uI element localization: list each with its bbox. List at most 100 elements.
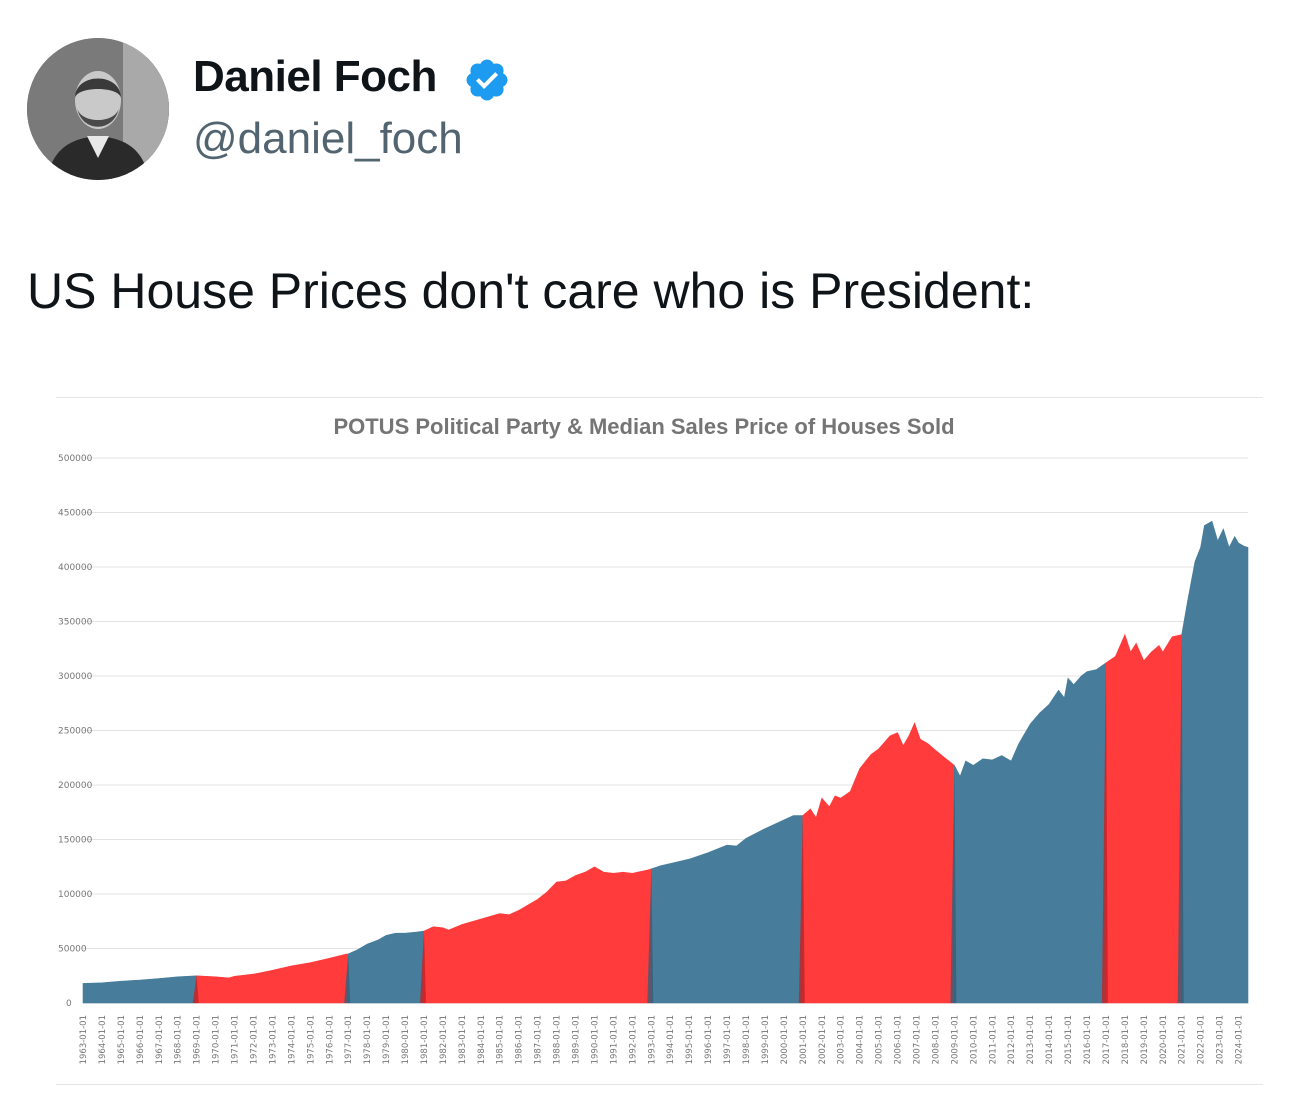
x-tick-label: 2005-01-01: [875, 1015, 885, 1064]
x-tick-label: 1965-01-01: [117, 1015, 127, 1064]
x-tick-label: 1975-01-01: [306, 1015, 316, 1064]
x-tick-label: 1987-01-01: [534, 1015, 544, 1064]
x-tick-label: 2015-01-01: [1064, 1015, 1074, 1064]
x-tick-label: 1989-01-01: [572, 1015, 582, 1064]
x-tick-label: 2016-01-01: [1083, 1015, 1093, 1064]
avatar-photo: [27, 38, 169, 180]
x-tick-label: 1980-01-01: [401, 1015, 411, 1064]
x-tick-label: 1999-01-01: [761, 1015, 771, 1064]
x-tick-label: 2002-01-01: [818, 1015, 828, 1064]
y-tick-label: 250000: [58, 727, 93, 737]
y-tick-label: 50000: [58, 945, 87, 955]
x-tick-label: 2007-01-01: [913, 1015, 923, 1064]
y-tick-label: 400000: [58, 563, 93, 573]
y-tick-label: 300000: [58, 672, 93, 682]
x-tick-label: 1995-01-01: [685, 1015, 695, 1064]
x-tick-label: 1981-01-01: [420, 1015, 430, 1064]
area-democrat-term-2: [347, 930, 425, 1004]
x-tick-label: 1983-01-01: [458, 1015, 468, 1064]
x-tick-label: 2023-01-01: [1216, 1015, 1226, 1064]
x-tick-label: 1979-01-01: [382, 1015, 392, 1064]
chart-areas: [82, 520, 1249, 1004]
x-tick-label: 2001-01-01: [799, 1015, 809, 1064]
x-tick-label: 2013-01-01: [1026, 1015, 1036, 1064]
area-republican-term-1: [196, 953, 349, 1004]
chart-image[interactable]: POTUS Political Party & Median Sales Pri…: [56, 397, 1263, 1085]
term-boundary: [647, 868, 654, 1003]
x-tick-label: 2009-01-01: [950, 1015, 960, 1064]
x-tick-label: 2006-01-01: [894, 1015, 904, 1064]
x-tick-label: 2024-01-01: [1235, 1015, 1245, 1064]
x-tick-label: 1997-01-01: [723, 1015, 733, 1064]
term-boundary: [344, 954, 351, 1003]
y-tick-label: 0: [66, 999, 72, 1009]
x-tick-label: 1977-01-01: [344, 1015, 354, 1064]
x-tick-label: 1970-01-01: [212, 1015, 222, 1064]
x-tick-label: 2017-01-01: [1102, 1015, 1112, 1064]
x-axis: 1963-01-01 1964-01-01 1965-01-01 1966-01-01…: [79, 1015, 1245, 1064]
x-tick-label: 1964-01-01: [98, 1015, 108, 1064]
x-tick-label: 2020-01-01: [1159, 1015, 1169, 1064]
term-boundary: [1177, 634, 1184, 1003]
x-tick-label: 2019-01-01: [1140, 1015, 1150, 1064]
avatar[interactable]: [27, 38, 169, 180]
x-tick-label: 1985-01-01: [496, 1015, 506, 1064]
x-tick-label: 1969-01-01: [193, 1015, 203, 1064]
area-republican-term-5: [802, 722, 955, 1004]
x-tick-label: 2014-01-01: [1045, 1015, 1055, 1064]
x-tick-label: 1974-01-01: [287, 1015, 297, 1064]
x-tick-label: 1988-01-01: [553, 1015, 563, 1064]
term-boundary: [1101, 662, 1108, 1003]
y-tick-label: 500000: [58, 454, 93, 464]
x-tick-label: 1968-01-01: [174, 1015, 184, 1064]
term-boundary: [192, 975, 199, 1003]
x-tick-label: 2000-01-01: [780, 1015, 790, 1064]
area-democrat-term-6: [954, 662, 1107, 1004]
x-tick-label: 1972-01-01: [250, 1015, 260, 1064]
x-tick-label: 1998-01-01: [742, 1015, 752, 1064]
area-republican-term-3: [423, 866, 652, 1004]
x-tick-label: 1984-01-01: [477, 1015, 487, 1064]
x-tick-label: 1976-01-01: [325, 1015, 335, 1064]
x-tick-label: 1991-01-01: [609, 1015, 619, 1064]
x-tick-label: 1963-01-01: [79, 1015, 89, 1064]
x-tick-label: 1996-01-01: [704, 1015, 714, 1064]
x-tick-label: 2021-01-01: [1178, 1015, 1188, 1064]
area-democrat-term-8: [1181, 520, 1249, 1004]
area-democrat-term-0: [82, 975, 197, 1004]
area-republican-term-7: [1105, 633, 1182, 1004]
area-democrat-term-4: [651, 815, 804, 1004]
tweet-text: US House Prices don't care who is Presid…: [27, 263, 1035, 319]
y-axis: 0 50000 100000 150000 200000 250000 300000 3500…: [58, 454, 93, 1009]
x-tick-label: 2003-01-01: [837, 1015, 847, 1064]
y-tick-label: 200000: [58, 781, 93, 791]
handle[interactable]: @daniel_foch: [193, 114, 463, 163]
x-tick-label: 1990-01-01: [591, 1015, 601, 1064]
x-tick-label: 1982-01-01: [439, 1015, 449, 1064]
chart-svg: POTUS Political Party & Median Sales Pri…: [58, 414, 1249, 1064]
x-tick-label: 2011-01-01: [988, 1015, 998, 1064]
x-tick-label: 1986-01-01: [515, 1015, 525, 1064]
y-tick-label: 450000: [58, 509, 93, 519]
x-tick-label: 2008-01-01: [931, 1015, 941, 1064]
x-tick-label: 2004-01-01: [856, 1015, 866, 1064]
x-tick-label: 1994-01-01: [666, 1015, 676, 1064]
term-boundary: [420, 931, 426, 1003]
x-tick-label: 1967-01-01: [155, 1015, 165, 1064]
x-tick-label: 1992-01-01: [628, 1015, 638, 1064]
y-tick-label: 150000: [58, 836, 93, 846]
y-tick-label: 100000: [58, 890, 93, 900]
y-tick-label: 350000: [58, 618, 93, 628]
term-boundary: [798, 815, 805, 1003]
x-tick-label: 2018-01-01: [1121, 1015, 1131, 1064]
x-tick-label: 2010-01-01: [969, 1015, 979, 1064]
x-tick-label: 1973-01-01: [268, 1015, 278, 1064]
display-name[interactable]: Daniel Foch: [193, 52, 437, 101]
x-tick-label: 1993-01-01: [647, 1015, 657, 1064]
x-tick-label: 2022-01-01: [1197, 1015, 1207, 1064]
verified-badge-icon: [466, 59, 508, 101]
chart-title: POTUS Political Party & Median Sales Pri…: [333, 414, 954, 439]
x-tick-label: 2012-01-01: [1007, 1015, 1017, 1064]
term-boundary: [950, 765, 957, 1003]
x-tick-label: 1971-01-01: [231, 1015, 241, 1064]
